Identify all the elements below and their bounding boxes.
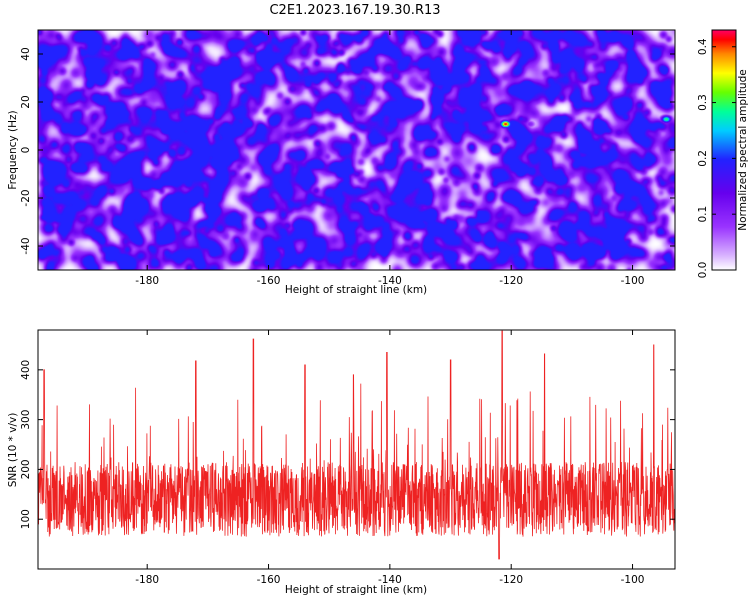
x-tick-label: -120 [499, 275, 523, 287]
x-tick-label: -180 [135, 275, 159, 287]
colorbar-tick-label: 0.1 [697, 206, 709, 223]
x-tick-label: -120 [499, 574, 523, 586]
x-tick-label: -160 [257, 574, 281, 586]
y-tick-label: 200 [20, 459, 32, 479]
x-tick-label: -140 [378, 275, 402, 287]
snr-y-label: SNR (10 * v/v) [7, 413, 19, 488]
heatmap-y-axis: -40 -20 0 20 40 [20, 47, 675, 255]
heatmap-y-label: Frequency (Hz) [7, 110, 19, 189]
y-tick-label: 100 [20, 509, 32, 529]
colorbar-tick-label: 0.4 [697, 38, 709, 55]
snr-y-axis: 100 200 300 400 [20, 360, 675, 529]
y-tick-label: 400 [20, 360, 32, 380]
y-tick-label: 300 [20, 410, 32, 430]
y-tick-label: 0 [20, 147, 32, 154]
heatmap-x-label: Height of straight line (km) [285, 284, 427, 296]
y-tick-label: -40 [20, 237, 32, 254]
x-tick-label: -160 [257, 275, 281, 287]
snr-series-line [38, 330, 675, 560]
x-tick-label: -100 [621, 275, 645, 287]
heatmap-x-axis: -180 -160 -140 -120 -100 [135, 30, 644, 287]
heatmap-image [38, 30, 675, 270]
snr-x-axis: -180 -160 -140 -120 -100 [135, 330, 644, 586]
colorbar-tick-label: 0.2 [697, 150, 709, 167]
colorbar-tick-label: 0.0 [697, 262, 709, 279]
figure-title: C2E1.2023.167.19.30.R13 [269, 3, 440, 18]
snr-panel: -180 -160 -140 -120 -100 100 200 300 400 Height… [7, 329, 676, 596]
y-tick-label: -20 [20, 189, 32, 206]
colorbar-label: Normalized spectral amplitude [737, 69, 749, 230]
x-tick-label: -140 [378, 574, 402, 586]
x-tick-label: -180 [135, 574, 159, 586]
colorbar-ticks: 0.0 0.1 0.2 0.3 0.4 [697, 38, 736, 278]
snr-frame [37, 329, 676, 570]
colorbar-tick-label: 0.3 [697, 94, 709, 111]
snr-x-label: Height of straight line (km) [285, 584, 427, 596]
x-tick-label: -100 [621, 574, 645, 586]
heatmap-panel: -180 -160 -140 -120 -100 -40 -20 0 20 40 Height … [7, 29, 749, 296]
y-tick-label: 20 [20, 95, 32, 108]
colorbar [711, 29, 737, 271]
y-tick-label: 40 [20, 47, 32, 60]
